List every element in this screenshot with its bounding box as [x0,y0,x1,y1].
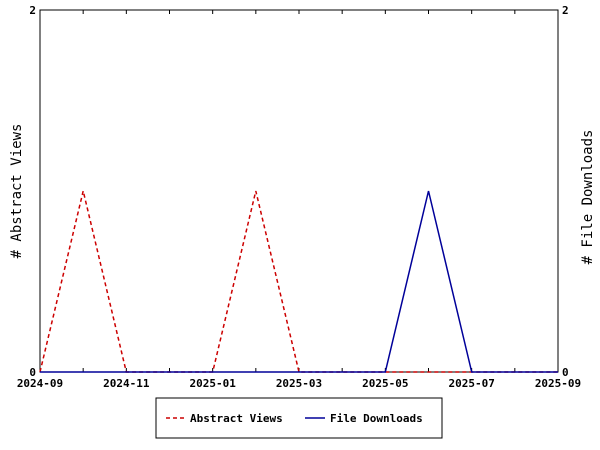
left-y-tick-label-0: 0 [29,366,36,379]
left-y-tick-label-2: 2 [29,4,36,17]
x-tick-label-2025-01: 2025-01 [189,377,236,390]
legend: Abstract Views File Downloads [155,397,443,439]
left-axis-title: # Abstract Views [9,124,25,259]
x-tick-label-2025-03: 2025-03 [276,377,322,390]
right-axis-title: # File Downloads [580,130,596,265]
right-y-tick-label-0: 0 [562,366,569,379]
x-axis: 2024-09 2024-11 2025-01 2025-03 2025-05 2025-… [17,10,581,390]
series-layer [39,190,558,373]
legend-box [155,397,443,439]
x-tick-label-2025-05: 2025-05 [362,377,408,390]
plot-area [39,9,559,373]
legend-label-file-downloads: File Downloads [330,412,423,425]
right-y-tick-label-2: 2 [562,4,569,17]
x-tick-label-2025-09: 2025-09 [535,377,581,390]
series-line-file-downloads [40,190,558,373]
legend-label-abstract-views: Abstract Views [190,412,283,425]
x-tick-label-2024-11: 2024-11 [103,377,150,390]
x-tick-label-2025-07: 2025-07 [448,377,494,390]
x-tick-label-2024-09: 2024-09 [17,377,63,390]
